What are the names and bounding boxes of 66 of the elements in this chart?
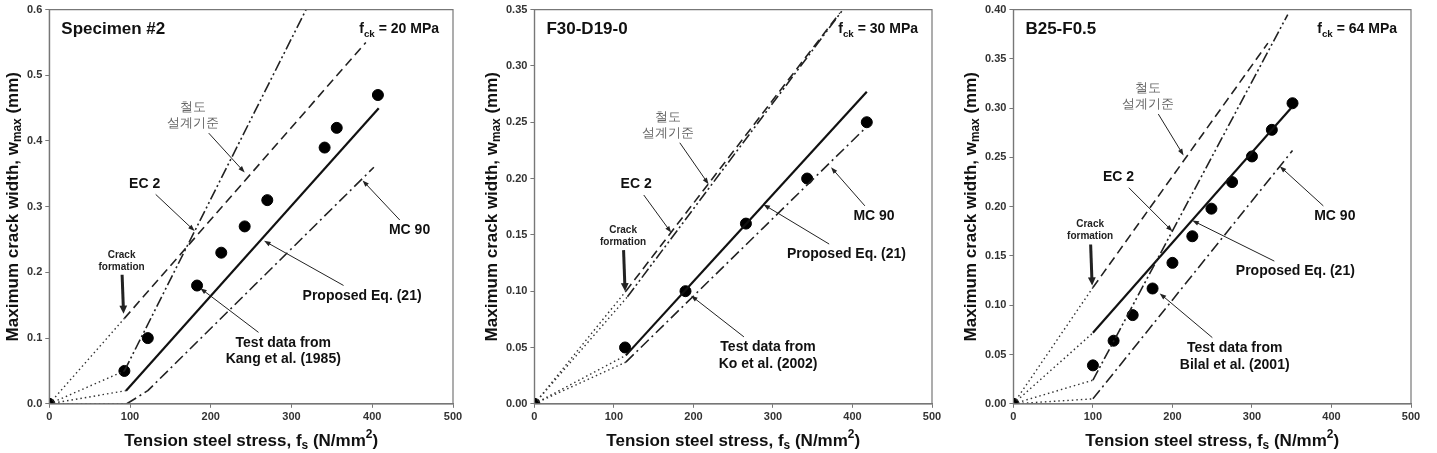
y-tick-label: 0.5 <box>26 68 43 81</box>
annotation: Crack formation <box>600 223 647 247</box>
text: F30-D19-0 <box>546 19 628 39</box>
y-tick-label: 0.4 <box>26 134 44 147</box>
annotation: Proposed Eq. (21) <box>302 286 422 303</box>
y-tick-label: 0.25 <box>984 150 1007 163</box>
x-tick-label: 500 <box>922 410 942 423</box>
y-tick-label: 0.00 <box>984 396 1007 409</box>
y-tick-label: 0.05 <box>984 347 1007 360</box>
y-axis-title: Maximum crack width, wmax (mm) <box>960 71 983 342</box>
x-tick-label: 300 <box>282 410 301 423</box>
y-tick-label: 0.10 <box>984 298 1007 311</box>
y-tick-label: 0.40 <box>984 2 1007 15</box>
x-tick-label: 400 <box>363 410 382 423</box>
x-tick-label: 0 <box>531 410 538 423</box>
y-axis-title: Maximum crack width, wmax (mm) <box>481 71 504 342</box>
y-tick-label: 0.15 <box>984 249 1007 262</box>
x-tick-label: 100 <box>604 410 624 423</box>
annotation: MC 90 <box>1314 207 1356 224</box>
y-tick-label: 0.25 <box>505 115 528 128</box>
y-tick-label: 0.1 <box>26 331 43 344</box>
text: B25-F0.5 <box>1025 19 1097 39</box>
annotation: Test data from Ko et al. (2002) <box>718 338 818 371</box>
annotation: Proposed Eq. (21) <box>1235 262 1355 279</box>
x-tick-label: 100 <box>1083 410 1103 423</box>
x-tick-label: 500 <box>443 410 463 423</box>
x-tick-label: 400 <box>843 410 862 423</box>
annotation: 철도 설계기준 <box>641 108 694 140</box>
y-tick-label: 0.10 <box>505 284 528 297</box>
x-tick-label: 0 <box>46 410 53 423</box>
x-tick-label: 0 <box>1010 410 1017 423</box>
annotation: EC 2 <box>1102 168 1135 185</box>
x-tick-label: 300 <box>763 410 783 423</box>
y-tick-label: 0.20 <box>984 199 1007 212</box>
y-axis-title: Maximum crack width, wmax (mm) <box>2 71 25 342</box>
x-tick-label: 400 <box>1322 410 1341 423</box>
y-tick-label: 0.3 <box>26 199 43 212</box>
x-tick-label: 300 <box>1242 410 1262 423</box>
y-tick-label: 0.0 <box>26 396 43 409</box>
annotation: MC 90 <box>853 207 895 224</box>
y-tick-label: 0.05 <box>505 340 528 353</box>
annotation: Test data from Bilal et al. (2001) <box>1179 338 1290 372</box>
annotation: 철도 설계기준 <box>166 99 219 130</box>
x-tick-label: 500 <box>1401 410 1421 423</box>
y-tick-label: 0.35 <box>984 51 1007 64</box>
x-tick-label: 200 <box>684 410 703 423</box>
y-tick-label: 0.30 <box>505 58 528 71</box>
x-tick-label: 200 <box>1163 410 1182 423</box>
y-tick-label: 0.30 <box>984 101 1007 114</box>
y-tick-label: 0.6 <box>26 2 43 15</box>
x-tick-label: 100 <box>120 410 140 423</box>
text: Specimen #2 <box>61 19 166 39</box>
y-tick-label: 0.2 <box>26 265 43 278</box>
y-tick-label: 0.20 <box>505 171 528 184</box>
annotation: EC 2 <box>129 174 161 191</box>
y-tick-label: 0.15 <box>505 227 528 240</box>
y-tick-label: 0.00 <box>505 396 528 409</box>
x-tick-label: 200 <box>201 410 220 423</box>
annotation: Crack formation <box>1067 218 1114 242</box>
annotation: Crack formation <box>98 248 145 272</box>
annotation: 철도 설계기준 <box>1121 80 1174 111</box>
y-tick-label: 0.35 <box>505 2 528 15</box>
annotation: Proposed Eq. (21) <box>786 245 906 262</box>
annotation: MC 90 <box>388 221 431 238</box>
annotation: Test data from Kang et al. (1985) <box>225 333 341 367</box>
annotation: EC 2 <box>620 175 652 192</box>
